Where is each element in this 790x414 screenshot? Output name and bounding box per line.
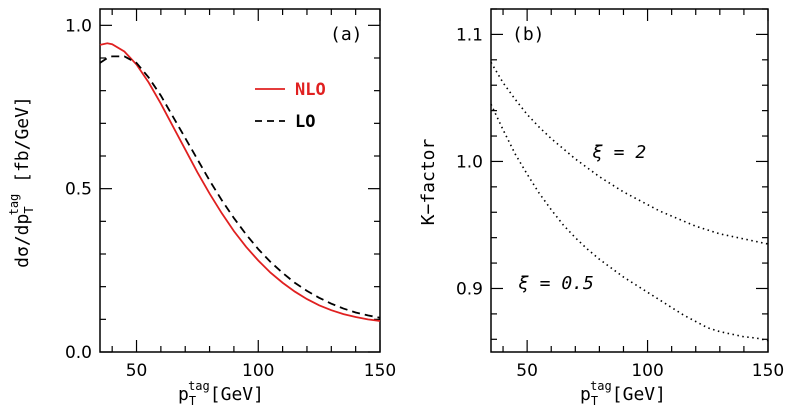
x-tick-label: 100 <box>242 361 274 381</box>
y-tick-label: 1.1 <box>456 25 483 45</box>
panel-a-label: (a) <box>330 24 363 45</box>
panel-b: 50 100 150 0.9 1.0 1.1 (b) ξ = 2 ξ = 0.5 K−fa… <box>418 8 784 408</box>
panel-b-label: (b) <box>512 24 545 45</box>
y-tick-label: 0.0 <box>65 343 92 363</box>
y-tick-label: 1.0 <box>456 152 483 172</box>
series-line-b-1 <box>490 103 769 342</box>
panel-a: 50 100 150 0.0 0.5 1.0 (a) NLO LO dσ/dpTtag [… <box>7 8 396 408</box>
panel-b-xlabel: pTtag[GeV] <box>580 379 666 408</box>
legend-lo-label: LO <box>295 112 315 132</box>
x-tick-label: 50 <box>516 361 538 381</box>
y-tick-label: 1.0 <box>65 16 92 36</box>
y-tick-label: 0.9 <box>456 279 483 299</box>
svg-text:dσ/dpTtag [fb/GeV]: dσ/dpTtag [fb/GeV] <box>7 96 36 268</box>
panel-b-tick-labels: 50 100 150 0.9 1.0 1.1 <box>456 25 784 381</box>
panel-a-legend: NLO LO <box>255 80 326 132</box>
panel-a-frame <box>99 8 381 353</box>
panel-a-ticks <box>100 9 381 353</box>
annotation-xi-05: ξ = 0.5 <box>518 273 594 294</box>
annotation-xi-2: ξ = 2 <box>592 142 646 163</box>
legend-nlo-label: NLO <box>295 80 326 100</box>
y-tick-label: 0.5 <box>65 180 92 200</box>
x-tick-label: 50 <box>126 361 148 381</box>
panel-a-tick-labels: 50 100 150 0.0 0.5 1.0 <box>65 16 396 381</box>
panel-a-xlabel: pTtag[GeV] <box>178 379 264 408</box>
panel-b-ylabel: K−factor <box>418 138 439 225</box>
panel-b-ticks <box>491 8 769 352</box>
panel-a-ylabel: dσ/dpTtag [fb/GeV] <box>7 96 36 268</box>
panel-b-series <box>490 61 769 342</box>
x-tick-label: 150 <box>364 361 396 381</box>
series-line-a-1 <box>99 55 381 319</box>
panel-a-series <box>99 42 381 322</box>
panel-b-frame <box>490 8 769 353</box>
series-line-a-0 <box>99 42 381 322</box>
x-tick-label: 100 <box>631 361 663 381</box>
x-tick-label: 150 <box>752 361 784 381</box>
